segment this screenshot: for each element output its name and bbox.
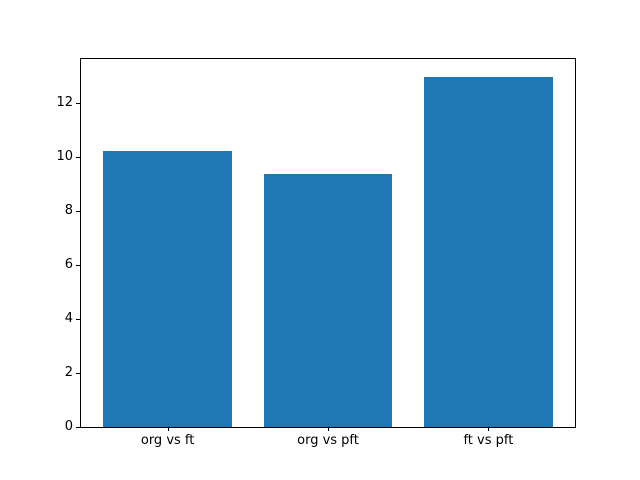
y-tick-mark (76, 157, 80, 159)
y-tick-mark (76, 427, 80, 428)
bar-org-vs-pft (263, 173, 393, 427)
x-tick-mark (328, 427, 329, 431)
bar-ft-vs-pft (424, 76, 553, 427)
y-tick-label: 2 (64, 365, 73, 381)
x-tick-label: org vs pft (297, 433, 359, 448)
y-tick-mark (76, 319, 80, 321)
y-tick-label: 6 (64, 257, 73, 273)
bar-org-vs-ft (103, 150, 232, 427)
x-tick-label: ft vs pft (463, 433, 514, 448)
x-tick-mark (488, 427, 490, 431)
y-tick-mark (76, 373, 80, 375)
x-tick-mark (167, 427, 169, 431)
y-tick-label: 8 (64, 203, 73, 219)
plot-area (80, 58, 576, 428)
y-tick-mark (76, 265, 80, 267)
y-tick-label: 0 (64, 419, 73, 434)
y-tick-mark (76, 103, 80, 105)
y-tick-label: 12 (56, 95, 73, 111)
x-tick-label: org vs ft (140, 433, 195, 448)
y-tick-label: 10 (56, 149, 73, 165)
y-tick-label: 4 (64, 311, 73, 327)
y-tick-mark (76, 211, 80, 213)
